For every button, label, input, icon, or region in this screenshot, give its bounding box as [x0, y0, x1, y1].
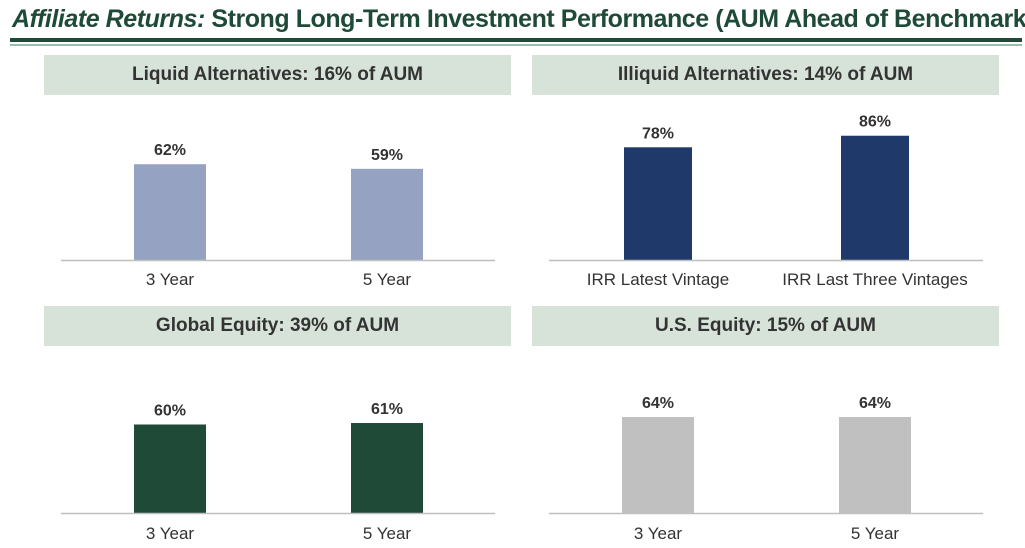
value-label-5-year: 59%: [371, 147, 403, 164]
value-label-irr-latest-vintage: 78%: [642, 125, 674, 142]
page-title: Affiliate Returns: Strong Long-Term Inve…: [12, 4, 1025, 34]
bar-3-year: [622, 417, 694, 513]
title-rule-thin: [10, 44, 1022, 46]
value-label-irr-last-three-vintages: 86%: [859, 114, 891, 131]
chart-us-equity: 64% 3 Year 64% 5 Year: [549, 395, 983, 543]
value-label-3-year: 64%: [642, 395, 674, 412]
bar-3-year: [134, 424, 206, 513]
category-label-irr-latest-vintage: IRR Latest Vintage: [587, 270, 729, 289]
chart-global-equity: 60% 3 Year 61% 5 Year: [61, 401, 495, 543]
category-label-5-year: 5 Year: [851, 524, 900, 543]
panel-header-global-equity: Global Equity: 39% of AUM: [44, 306, 511, 346]
value-label-3-year: 60%: [154, 403, 186, 420]
bar-irr-latest-vintage: [624, 147, 692, 260]
chart-illiquid-alternatives: 78% IRR Latest Vintage 86% IRR Last Three V…: [549, 114, 983, 289]
bar-5-year: [351, 168, 423, 260]
bar-5-year: [839, 417, 911, 513]
value-label-5-year: 61%: [371, 401, 403, 418]
title-rule-thick: [10, 38, 1022, 42]
chart-liquid-alternatives: 62% 3 Year 59% 5 Year: [61, 142, 495, 289]
bar-3-year: [134, 164, 206, 260]
panel-header-illiquid-alternatives: Illiquid Alternatives: 14% of AUM: [532, 55, 999, 95]
page-title-lead: Affiliate Returns:: [12, 5, 205, 33]
panel-header-liquid-alternatives: Liquid Alternatives: 16% of AUM: [44, 55, 511, 95]
value-label-3-year: 62%: [154, 142, 186, 159]
panel-header-us-equity: U.S. Equity: 15% of AUM: [532, 306, 999, 346]
category-label-3-year: 3 Year: [146, 270, 195, 289]
category-label-3-year: 3 Year: [634, 524, 683, 543]
value-label-5-year: 64%: [859, 395, 891, 412]
category-label-5-year: 5 Year: [363, 270, 412, 289]
category-label-3-year: 3 Year: [146, 524, 195, 543]
category-label-5-year: 5 Year: [363, 524, 412, 543]
page-title-rest: Strong Long-Term Investment Performance …: [204, 5, 1025, 33]
bar-irr-last-three-vintages: [841, 135, 909, 260]
category-label-irr-last-three-vintages: IRR Last Three Vintages: [782, 270, 968, 289]
bar-5-year: [351, 423, 423, 513]
